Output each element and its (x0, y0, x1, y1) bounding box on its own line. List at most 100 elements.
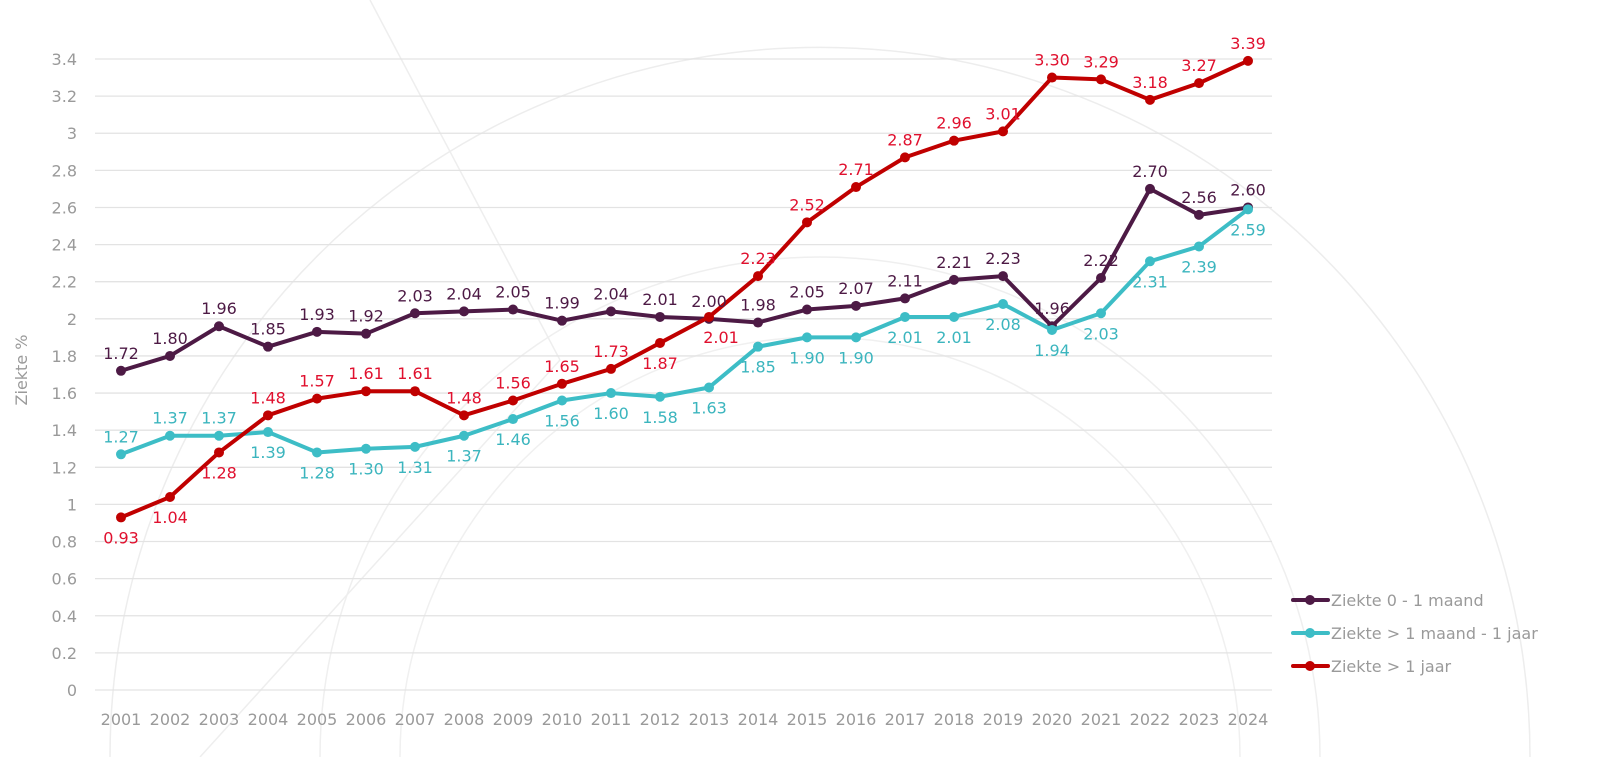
data-point (1194, 241, 1204, 252)
data-point (1145, 94, 1155, 105)
data-label: 2.01 (642, 290, 678, 309)
x-axis-ticks: 2001 2002 2003 2004 2005 2006 2007 2008 2009 2010… (101, 710, 1269, 729)
data-point (851, 332, 861, 343)
data-point (410, 386, 420, 397)
data-point (998, 298, 1008, 309)
data-label: 1.72 (103, 344, 139, 363)
series-2 (116, 204, 1253, 460)
data-point (263, 410, 273, 421)
data-point (165, 350, 175, 361)
data-label: 1.96 (201, 299, 237, 318)
data-point (165, 491, 175, 502)
data-point (1243, 55, 1253, 66)
data-label: 2.11 (887, 271, 923, 290)
x-tick-label: 2014 (738, 710, 779, 729)
data-point (949, 135, 959, 146)
data-label: 1.92 (348, 307, 384, 326)
data-point (655, 337, 665, 348)
y-tick-label: 3.2 (52, 87, 77, 106)
data-point (704, 382, 714, 393)
data-label: 1.96 (1034, 299, 1070, 318)
data-label: 1.94 (1034, 341, 1070, 360)
data-point (1047, 324, 1057, 335)
data-label: 2.56 (1181, 188, 1217, 207)
data-label: 1.56 (495, 373, 531, 392)
y-tick-label: 0.8 (52, 533, 77, 552)
data-label: 1.90 (838, 348, 874, 367)
data-label: 1.98 (740, 296, 776, 315)
data-label: 1.28 (201, 463, 237, 482)
data-point (753, 317, 763, 328)
data-label: 2.04 (593, 284, 629, 303)
series-line (120, 207, 1250, 457)
data-point (459, 410, 469, 421)
legend-marker (1305, 595, 1315, 605)
gridlines (95, 58, 1272, 691)
data-label: 2.70 (1132, 162, 1168, 181)
data-point (361, 443, 371, 454)
legend: Ziekte 0 - 1 maand Ziekte > 1 maand - 1 j… (1291, 591, 1538, 676)
data-label: 1.46 (495, 430, 531, 449)
data-point (606, 388, 616, 399)
data-label: 1.73 (593, 342, 629, 361)
data-label: 1.48 (250, 388, 286, 407)
data-label: 1.57 (299, 372, 335, 391)
x-tick-label: 2013 (689, 710, 730, 729)
data-label: 1.48 (446, 388, 482, 407)
y-tick-label: 1.8 (52, 347, 77, 366)
data-label: 2.03 (397, 286, 433, 305)
data-point (802, 332, 812, 343)
data-label: 1.56 (544, 411, 580, 430)
data-point (312, 447, 322, 458)
x-tick-label: 2020 (1032, 710, 1073, 729)
x-tick-label: 2006 (346, 710, 387, 729)
legend-label: Ziekte > 1 jaar (1331, 657, 1452, 676)
data-point (459, 306, 469, 317)
data-point (116, 512, 126, 523)
data-point (410, 308, 420, 319)
data-label: 1.58 (642, 408, 678, 427)
data-point (802, 304, 812, 315)
legend-item-1: Ziekte 0 - 1 maand (1291, 591, 1484, 610)
data-point (361, 386, 371, 397)
data-label: 2.01 (887, 328, 923, 347)
data-label: 2.01 (936, 328, 972, 347)
data-label: 1.65 (544, 357, 580, 376)
data-point (410, 441, 420, 452)
data-label: 2.52 (789, 195, 825, 214)
data-point (508, 304, 518, 315)
data-label: 1.80 (152, 329, 188, 348)
y-tick-label: 1.6 (52, 384, 77, 403)
data-label: 2.71 (838, 160, 874, 179)
y-axis-label: Ziekte % (12, 335, 31, 406)
y-tick-label: 1 (67, 495, 77, 514)
data-point (361, 328, 371, 339)
y-tick-label: 0 (67, 681, 77, 700)
data-labels: 1.72 1.80 1.96 1.85 1.93 1.92 2.03 2.04 2.05 1.99… (103, 34, 1266, 548)
data-label: 0.93 (103, 528, 139, 547)
data-label: 1.60 (593, 404, 629, 423)
x-tick-label: 2002 (150, 710, 191, 729)
data-label: 1.37 (152, 409, 188, 428)
series-lines (116, 55, 1253, 523)
data-label: 2.05 (789, 283, 825, 302)
data-label: 1.04 (152, 508, 188, 527)
x-tick-label: 2001 (101, 710, 142, 729)
data-point (998, 126, 1008, 137)
legend-marker (1305, 628, 1315, 638)
legend-label: Ziekte > 1 maand - 1 jaar (1331, 624, 1538, 643)
data-label: 2.96 (936, 114, 972, 133)
x-tick-label: 2017 (885, 710, 926, 729)
data-label: 1.28 (299, 463, 335, 482)
data-point (900, 293, 910, 304)
x-tick-label: 2019 (983, 710, 1024, 729)
data-point (1243, 204, 1253, 215)
data-point (655, 391, 665, 402)
data-point (312, 393, 322, 404)
data-point (802, 217, 812, 228)
x-tick-label: 2012 (640, 710, 681, 729)
data-point (557, 395, 567, 406)
data-label: 1.87 (642, 354, 678, 373)
x-tick-label: 2010 (542, 710, 583, 729)
data-point (704, 311, 714, 322)
